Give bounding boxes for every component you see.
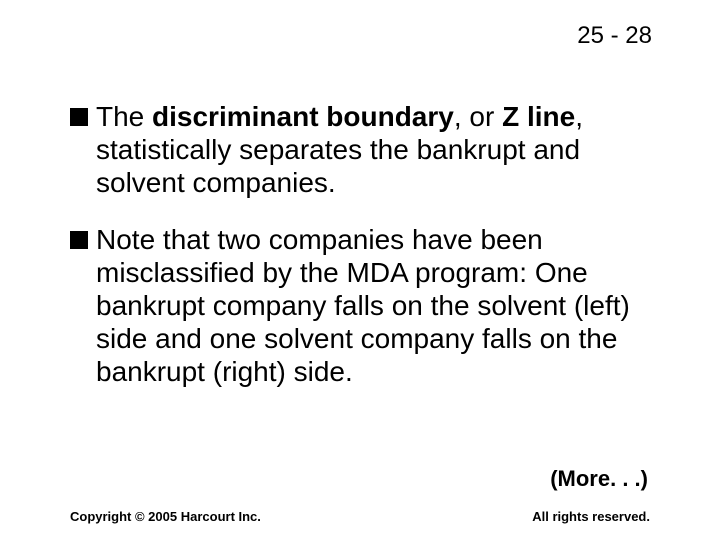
copyright-text: Copyright © 2005 Harcourt Inc. xyxy=(70,509,261,524)
page-number: 25 - 28 xyxy=(577,22,652,50)
square-bullet-icon xyxy=(70,108,88,126)
bullet-item: Note that two companies have been miscla… xyxy=(70,223,650,388)
more-indicator: (More. . .) xyxy=(550,466,648,492)
square-bullet-icon xyxy=(70,231,88,249)
text-segment: , or xyxy=(454,101,502,132)
bullet-text: Note that two companies have been miscla… xyxy=(96,223,650,388)
slide-content: The discriminant boundary, or Z line, st… xyxy=(70,100,650,412)
rights-text: All rights reserved. xyxy=(532,509,650,524)
bullet-text: The discriminant boundary, or Z line, st… xyxy=(96,100,650,199)
bold-term: Z line xyxy=(502,101,575,132)
text-segment: The xyxy=(96,101,152,132)
bold-term: discriminant boundary xyxy=(152,101,454,132)
bullet-item: The discriminant boundary, or Z line, st… xyxy=(70,100,650,199)
